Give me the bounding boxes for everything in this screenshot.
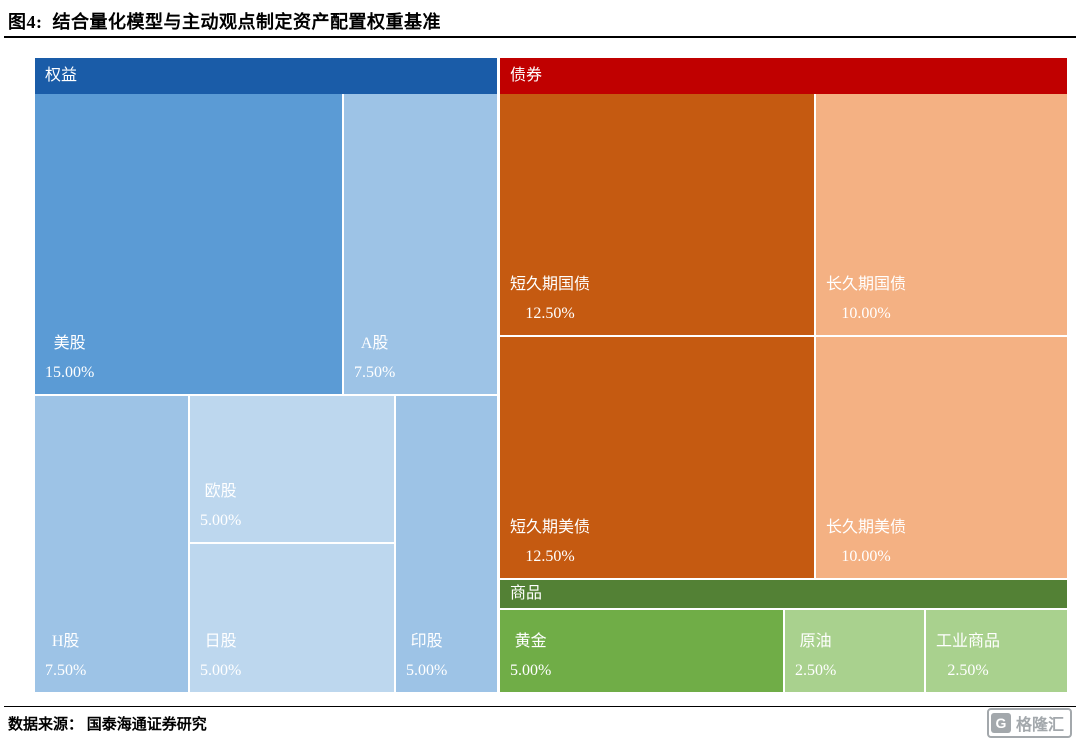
group-header-bonds: 债券 [500,58,1067,94]
cell-percent: 5.00% [200,512,242,530]
title-underline [4,36,1076,38]
treemap-cell-a-shares: A股 7.50% [344,94,497,394]
cell-name: 长久期美债 [826,519,907,537]
cell-percent: 5.00% [510,662,552,680]
cell-percent: 2.50% [795,662,837,680]
cell-percent: 10.00% [841,548,891,566]
cell-percent: 10.00% [841,305,891,323]
gelonghui-logo-icon: G [990,713,1011,733]
cell-label: 欧股 5.00% [200,478,241,536]
treemap-group-bonds: 债券 短久期国债 12.50% 长久期国债 10.00% 短久期美债 12.50… [500,58,1067,578]
treemap-cell-europe-stocks: 欧股 5.00% [190,396,394,542]
cell-name: 短久期美债 [510,519,591,537]
treemap-cell-long-duration-gov-bonds: 长久期国债 10.00% [816,94,1067,335]
cell-name: 印股 [410,633,443,651]
cell-name: 工业商品 [936,633,1001,651]
footer-divider [4,706,1076,707]
cell-name: A股 [360,335,389,353]
treemap-cell-gold: 黄金 5.00% [500,610,783,692]
cell-label: 黄金 5.00% [510,628,551,686]
cell-label: 印股 5.00% [406,628,447,686]
cell-name: 原油 [799,633,832,651]
cell-name: 美股 [53,335,86,353]
treemap-cell-short-duration-us-bonds: 短久期美债 12.50% [500,337,814,578]
cell-percent: 15.00% [45,364,95,382]
cell-percent: 5.00% [406,662,448,680]
treemap-chart: 权益 美股 15.00% A股 7.50% H股 7.50% [35,58,1067,692]
cell-label: 原油 2.50% [795,628,836,686]
cell-percent: 7.50% [354,364,396,382]
cell-label: 短久期美债 12.50% [510,514,590,572]
treemap-group-equity: 权益 美股 15.00% A股 7.50% H股 7.50% [35,58,497,692]
treemap-cell-short-duration-gov-bonds: 短久期国债 12.50% [500,94,814,335]
cell-label: A股 7.50% [354,330,395,388]
treemap-cell-h-shares: H股 7.50% [35,396,188,692]
treemap-cell-japan-stocks: 日股 5.00% [190,544,394,692]
group-header-equity: 权益 [35,58,497,94]
cell-label: 美股 15.00% [45,330,94,388]
cell-label: H股 7.50% [45,628,86,686]
cell-label: 长久期美债 10.00% [826,514,906,572]
cell-name: 日股 [204,633,237,651]
group-header-commodities: 商品 [500,580,1067,608]
cell-name: 欧股 [204,483,237,501]
cell-label: 工业商品 2.50% [936,628,1000,686]
cell-name: H股 [51,633,80,651]
cell-name: 长久期国债 [826,276,907,294]
cell-percent: 12.50% [525,548,575,566]
treemap-cell-us-stocks: 美股 15.00% [35,94,342,394]
treemap-cell-india-stocks: 印股 5.00% [396,396,497,692]
cell-percent: 7.50% [45,662,87,680]
cell-percent: 2.50% [947,662,989,680]
data-source-text: 数据来源： 国泰海通证券研究 [8,717,207,733]
gelonghui-watermark: G 格隆汇 [986,708,1072,738]
treemap-cell-crude-oil: 原油 2.50% [785,610,924,692]
cell-name: 黄金 [514,633,547,651]
cell-percent: 5.00% [200,662,242,680]
figure-title: 图4: 结合量化模型与主动观点制定资产配置权重基准 [8,12,441,32]
cell-label: 短久期国债 12.50% [510,271,590,329]
treemap-cell-long-duration-us-bonds: 长久期美债 10.00% [816,337,1067,578]
treemap-group-commodities: 商品 黄金 5.00% 原油 2.50% 工业商品 2.50% [500,580,1067,692]
treemap-cell-industrial-commodities: 工业商品 2.50% [926,610,1067,692]
cell-percent: 12.50% [525,305,575,323]
cell-label: 日股 5.00% [200,628,241,686]
gelonghui-logo-text: 格隆汇 [1015,717,1064,734]
cell-name: 短久期国债 [510,276,591,294]
cell-label: 长久期国债 10.00% [826,271,906,329]
